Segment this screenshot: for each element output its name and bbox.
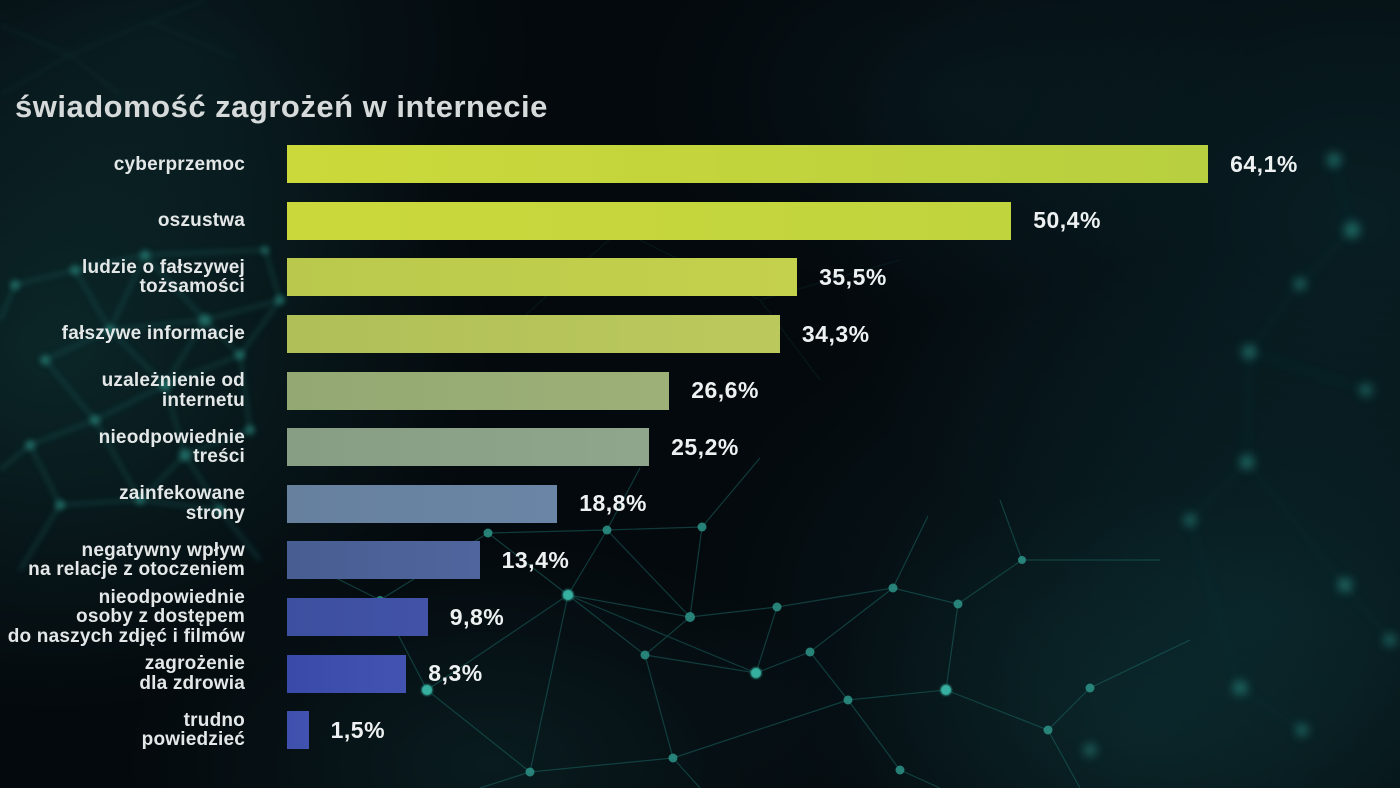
bar-track: 18,8% [245, 484, 1400, 523]
topleft-mesh-lines [0, 0, 236, 96]
value-label: 13,4% [501, 546, 570, 573]
value-label: 35,5% [819, 263, 887, 290]
chart-row: nieodpowiednie treści 25,2% [0, 419, 1400, 476]
bar [287, 711, 309, 750]
chart-row: zainfekowane strony 18,8% [0, 476, 1400, 533]
value-label: 50,4% [1033, 207, 1101, 234]
value-label: 8,3% [428, 660, 483, 687]
category-label: nieodpowiednie treści [98, 426, 245, 468]
category-label: trudno powiedzieć [141, 709, 245, 751]
category-label: zainfekowane strony [119, 483, 245, 524]
bar [287, 371, 670, 410]
chart-row: zagrożenie dla zdrowia 8,3% [0, 645, 1400, 702]
bar-track: 35,5% [245, 258, 1400, 297]
bar-chart: cyberprzemoc 64,1% oszustwa 50,4% ludzie… [0, 136, 1400, 759]
bar-track: 26,6% [245, 371, 1400, 410]
category-label: fałszywe informacje [61, 323, 245, 345]
bar [287, 598, 428, 637]
bar [287, 315, 780, 354]
bar-track: 50,4% [245, 201, 1400, 240]
left-mesh-nodes [10, 246, 285, 515]
chart-row: oszustwa 50,4% [0, 193, 1400, 250]
value-label: 64,1% [1230, 150, 1298, 177]
bar [287, 654, 407, 693]
bar [287, 201, 1012, 240]
chart-row: cyberprzemoc 64,1% [0, 136, 1400, 193]
value-label: 18,8% [579, 490, 647, 517]
bar-track: 8,3% [245, 654, 1400, 693]
bar-track: 64,1% [245, 145, 1400, 184]
bar [287, 258, 798, 297]
category-label: zagrożenie dla zdrowia [139, 653, 245, 694]
accent-glow-nodes [421, 589, 952, 696]
bar [287, 145, 1209, 184]
value-label: 25,2% [671, 433, 739, 460]
page-title: świadomość zagrożeń w internecie [15, 88, 548, 124]
bar [287, 484, 558, 523]
bar-track: 25,2% [245, 428, 1400, 467]
chart-row: ludzie o fałszywej tożsamości 35,5% [0, 249, 1400, 306]
category-label: negatywny wpływ na relacje z otoczeniem [28, 539, 245, 581]
bar-track: 9,8% [245, 598, 1400, 637]
chart-row: fałszywe informacje 34,3% [0, 306, 1400, 363]
chart-row: nieodpowiednie osoby z dostępem do naszy… [0, 586, 1400, 647]
chart-row: trudno powiedzieć 1,5% [0, 702, 1400, 759]
category-label: cyberprzemoc [113, 153, 245, 175]
category-label: ludzie o fałszywej tożsamości [81, 256, 245, 298]
bar-track: 34,3% [245, 315, 1400, 354]
bar [287, 541, 480, 580]
bar-track: 13,4% [245, 541, 1400, 580]
chart-row: uzależnienie od internetu 26,6% [0, 362, 1400, 419]
category-label: nieodpowiednie osoby z dostępem do naszy… [7, 586, 245, 647]
value-label: 26,6% [691, 377, 759, 404]
value-label: 1,5% [330, 716, 386, 743]
right-glow-dots [1084, 153, 1396, 756]
value-label: 34,3% [801, 320, 870, 347]
category-label: oszustwa [157, 210, 245, 232]
bar-track: 1,5% [245, 711, 1400, 750]
value-label: 9,8% [449, 603, 505, 630]
bar [287, 428, 650, 467]
chart-row: negatywny wpływ na relacje z otoczeniem … [0, 532, 1400, 589]
category-label: uzależnienie od internetu [101, 370, 245, 411]
